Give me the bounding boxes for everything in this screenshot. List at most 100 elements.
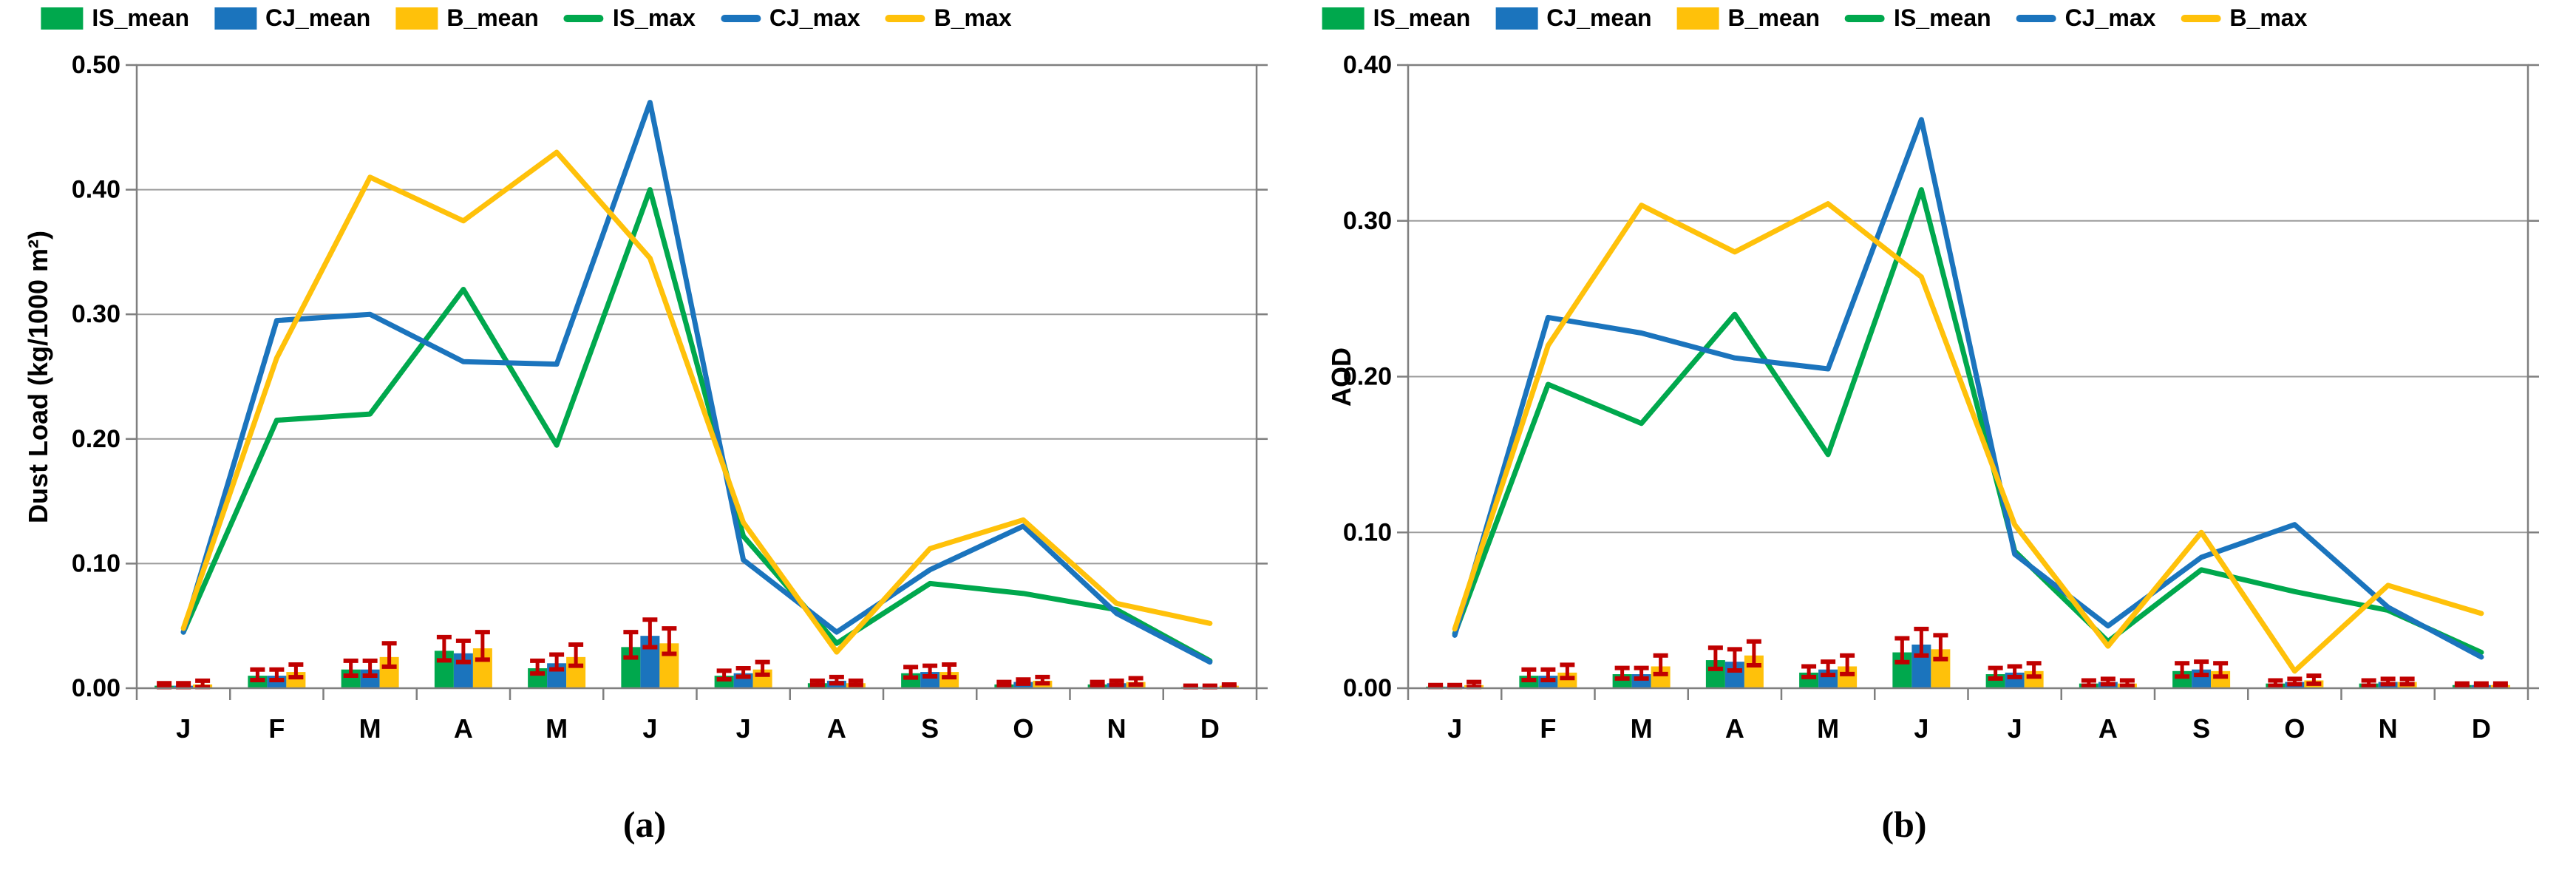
error-bar-CJ_mean-11 xyxy=(2473,681,2489,689)
legend-label: CJ_max xyxy=(769,4,860,31)
error-bar-CJ_mean-9 xyxy=(1016,677,1031,686)
error-bar-CJ_mean-7 xyxy=(2100,676,2115,687)
error-bar-CJ_mean-1 xyxy=(1540,667,1556,683)
x-category-label: J xyxy=(1447,713,1462,744)
error-bar-IS_mean-8 xyxy=(2175,661,2190,679)
error-bar-B_mean-2 xyxy=(381,641,397,669)
y-tick-label: 0.20 xyxy=(1343,363,1392,391)
x-category-label: A xyxy=(2098,713,2118,744)
chart-a-y-axis-title: Dust Load (kg/1000 m²) xyxy=(23,230,53,524)
legend-label: B_mean xyxy=(446,4,539,31)
error-bar-B_mean-8 xyxy=(2213,661,2229,679)
line-B_max xyxy=(180,149,1213,655)
legend-item-b_max-line: B_max xyxy=(2181,4,2307,32)
chart-a-plot-area: 0.00 0.10 0.20 0.30 0.40 0.50 J F M A M J J A S O N D xyxy=(72,51,1268,744)
chart-panel-a: 0.00 0.10 0.20 0.30 0.40 0.50 J F M A M J J A S O N D IS_… xyxy=(23,4,1268,845)
legend-label: B_mean xyxy=(1727,4,1821,31)
error-bar-IS_mean-9 xyxy=(996,679,1012,689)
y-tick-label: 0.00 xyxy=(1343,674,1392,702)
x-category-label: M xyxy=(1631,713,1653,744)
legend-item-cj_max-line: CJ_max xyxy=(720,4,860,32)
y-tick-label: 0.40 xyxy=(1343,51,1392,79)
b_mean-swatch-icon xyxy=(395,7,438,30)
x-category-label: D xyxy=(1200,713,1220,744)
x-category-label: S xyxy=(921,713,939,744)
legend-item-is_mean-line: IS_mean xyxy=(1845,4,1991,32)
cj_mean-swatch-icon xyxy=(1495,7,1538,30)
y-tick-label: 0.00 xyxy=(72,674,120,702)
error-bar-IS_mean-6 xyxy=(1988,665,2003,681)
chart-a-legend: IS_mean CJ_mean B_mean IS_max CJ_max B_max xyxy=(41,4,1012,32)
is_mean-swatch-icon xyxy=(1322,7,1365,30)
error-bar-IS_mean-3 xyxy=(436,634,452,663)
error-bar-CJ_mean-3 xyxy=(455,638,471,665)
error-bar-CJ_mean-0 xyxy=(176,681,191,690)
error-bar-CJ_mean-4 xyxy=(549,652,565,672)
x-category-label: J xyxy=(2008,713,2022,744)
chart-b-y-axis-title: AOD xyxy=(1326,347,1356,407)
y-tick-label: 0.50 xyxy=(72,51,120,79)
error-bar-IS_mean-3 xyxy=(1707,645,1723,671)
error-bar-IS_mean-11 xyxy=(1183,683,1198,690)
error-bar-CJ_mean-0 xyxy=(1447,682,1463,690)
legend-item-is_mean-box: IS_mean xyxy=(1322,4,1471,32)
error-bar-CJ_mean-1 xyxy=(269,667,285,683)
error-bar-IS_mean-11 xyxy=(2454,681,2470,689)
y-tick-label: 0.10 xyxy=(1343,518,1392,546)
error-bar-B_mean-7 xyxy=(848,678,863,687)
cj_mean-swatch-icon xyxy=(214,7,257,30)
error-bar-IS_mean-9 xyxy=(2268,678,2283,688)
y-tick-label: 0.30 xyxy=(72,300,120,328)
line-CJ_max xyxy=(180,100,1213,665)
error-bar-CJ_mean-10 xyxy=(1109,678,1124,687)
y-tick-label: 0.20 xyxy=(72,425,120,453)
x-category-label: S xyxy=(2192,713,2210,744)
chart-panel-b: 0.00 0.10 0.20 0.30 0.40 J F M A M J J A S O N D IS_mean… xyxy=(1288,0,2576,890)
error-bar-CJ_mean-6 xyxy=(2007,664,2022,679)
line-CJ_max xyxy=(1452,117,2484,660)
error-bar-CJ_mean-6 xyxy=(735,666,751,679)
error-bar-B_mean-0 xyxy=(195,678,211,690)
error-bar-B_mean-5 xyxy=(1933,633,1948,662)
error-bar-IS_mean-4 xyxy=(530,658,546,676)
legend-item-is_max-line: IS_max xyxy=(563,4,696,32)
error-bar-B_mean-9 xyxy=(1035,674,1050,686)
error-bar-B_mean-3 xyxy=(1746,639,1761,668)
chart-b-legend: IS_mean CJ_mean B_mean IS_mean CJ_max B_max xyxy=(1322,4,2307,32)
x-category-label: A xyxy=(1725,713,1744,744)
legend-item-cj_mean-box: CJ_mean xyxy=(214,4,370,32)
x-category-label: F xyxy=(268,713,285,744)
legend-label: B_max xyxy=(934,4,1012,31)
legend-label: IS_mean xyxy=(1373,4,1471,31)
error-bar-CJ_mean-10 xyxy=(2380,676,2396,687)
error-bar-IS_mean-1 xyxy=(250,667,265,683)
error-bar-CJ_mean-8 xyxy=(922,663,938,679)
legend-label: CJ_mean xyxy=(265,4,371,31)
x-category-label: F xyxy=(1540,713,1556,744)
error-bar-B_mean-6 xyxy=(2026,661,2042,679)
error-bar-CJ_mean-4 xyxy=(1821,659,1836,678)
legend-item-is_mean-box: IS_mean xyxy=(41,4,189,32)
x-category-label: N xyxy=(2379,713,2398,744)
legend-item-cj_max-line: CJ_max xyxy=(2016,4,2155,32)
error-bar-CJ_mean-11 xyxy=(1202,683,1217,690)
legend-item-b_mean-box: B_mean xyxy=(395,4,539,32)
error-bar-B_mean-4 xyxy=(568,642,584,668)
error-bar-B_mean-3 xyxy=(475,630,490,662)
error-bar-CJ_mean-7 xyxy=(829,674,844,686)
error-bar-B_mean-1 xyxy=(1560,662,1575,681)
line-B_max xyxy=(1452,201,2484,674)
x-category-label: J xyxy=(176,713,191,744)
error-bar-IS_mean-8 xyxy=(903,665,919,680)
legend-label: IS_mean xyxy=(1894,4,1991,31)
error-bar-CJ_mean-2 xyxy=(362,658,378,678)
error-bar-IS_mean-10 xyxy=(1090,679,1105,689)
error-bar-B_mean-7 xyxy=(2119,678,2135,688)
error-bar-B_mean-1 xyxy=(288,662,304,680)
is_mean-line-swatch-icon xyxy=(1845,14,1886,22)
plot-border xyxy=(135,64,1258,690)
error-bar-CJ_mean-5 xyxy=(1914,626,1929,658)
error-bar-IS_mean-4 xyxy=(1801,664,1817,679)
error-bar-CJ_mean-3 xyxy=(1727,647,1742,673)
